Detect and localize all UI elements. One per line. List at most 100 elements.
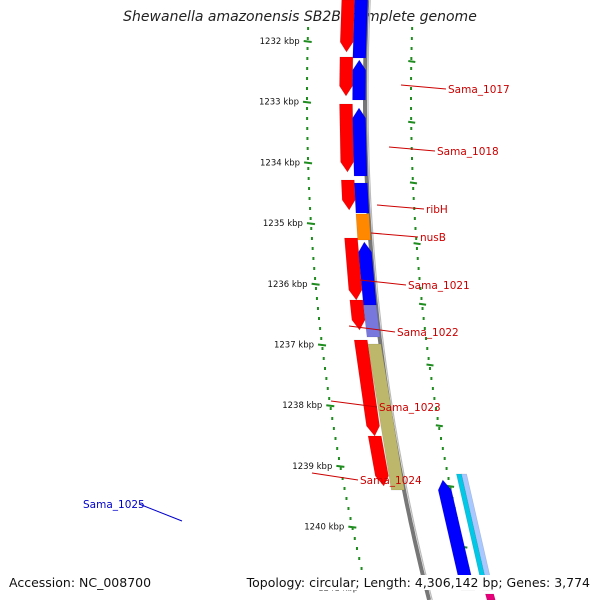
tick-dot — [306, 137, 309, 140]
gene-arrow — [355, 213, 372, 241]
tick-dot — [423, 327, 426, 330]
tick-dot — [332, 427, 335, 430]
leader-line — [370, 232, 419, 238]
tick-dot — [410, 107, 413, 110]
gene-arrow — [340, 179, 356, 211]
tick-dot — [316, 307, 319, 310]
tick-label: 1236 kbp — [268, 280, 308, 290]
tick-dot — [324, 367, 327, 370]
accession-label: Accession: NC_008700 — [7, 575, 154, 590]
gene-arrow — [367, 435, 389, 487]
tick-dot — [358, 557, 361, 560]
tick-dot — [349, 517, 352, 520]
major-tick — [408, 120, 416, 124]
tick-dot — [351, 527, 354, 530]
gene-label: Sama_1018 — [437, 146, 499, 158]
tick-dot — [417, 267, 420, 270]
tick-dot — [307, 27, 310, 30]
tick-dot — [440, 437, 443, 440]
tick-dot — [306, 87, 309, 90]
tick-dot — [307, 167, 310, 170]
tick-dot — [360, 567, 363, 570]
major-tick — [311, 282, 320, 286]
tick-dot — [441, 447, 444, 450]
tick-dot — [414, 227, 417, 230]
gene-label: Sama_1022 — [397, 327, 459, 339]
tick-dot — [341, 477, 344, 480]
gene-arrow — [352, 59, 367, 101]
gene-label: Sama_1017 — [448, 84, 510, 96]
gene-arrow — [461, 473, 494, 591]
tick-dot — [436, 417, 439, 420]
leader-line — [311, 472, 359, 481]
tick-dot — [415, 247, 418, 250]
tick-dot — [311, 247, 314, 250]
tick-dot — [433, 397, 436, 400]
tick-dot — [411, 157, 414, 160]
tick-dot — [411, 27, 414, 30]
tick-dot — [314, 277, 317, 280]
tick-dot — [353, 537, 356, 540]
tick-dot — [320, 337, 323, 340]
tick-dot — [337, 457, 340, 460]
tick-dot — [306, 127, 309, 130]
major-tick — [348, 525, 357, 529]
major-tick — [435, 424, 443, 428]
leader-line — [388, 146, 436, 152]
tick-dot — [306, 157, 309, 160]
tick-dot — [306, 37, 309, 40]
tick-dot — [347, 507, 350, 510]
tick-label: 1235 kbp — [263, 219, 303, 229]
gene-arrow — [354, 182, 370, 214]
gene-arrow — [352, 107, 368, 177]
gene-arrow — [344, 237, 363, 301]
tick-dot — [307, 177, 310, 180]
tick-dot — [306, 107, 309, 110]
gene-arrow — [363, 304, 381, 338]
tick-dot — [306, 117, 309, 120]
tick-dot — [308, 187, 311, 190]
tick-dot — [425, 337, 428, 340]
tick-dot — [449, 487, 452, 490]
tick-dot — [306, 77, 309, 80]
major-tick — [302, 100, 312, 104]
tick-dot — [410, 47, 413, 50]
tick-dot — [313, 267, 316, 270]
major-tick — [306, 222, 316, 226]
tick-dot — [306, 47, 309, 50]
tick-dot — [427, 357, 430, 360]
tick-dot — [416, 257, 419, 260]
leader-line — [330, 400, 378, 408]
leader-line — [348, 325, 396, 333]
tick-dot — [312, 257, 315, 260]
gene-labels: Sama_1017 Sama_1018 ribH nusB Sama_1021 Sama_… — [83, 84, 510, 522]
tick-dot — [445, 467, 448, 470]
gene-arrow — [485, 593, 496, 600]
tick-dot — [434, 407, 437, 410]
tick-dot — [355, 547, 358, 550]
tick-label: 1232 kbp — [260, 37, 300, 47]
tick-dot — [336, 447, 339, 450]
tick-dot — [443, 457, 446, 460]
tick-dot — [411, 177, 414, 180]
tick-dot — [306, 57, 309, 60]
gene-arrow — [352, 0, 369, 59]
tick-dot — [322, 357, 325, 360]
gene-label: Sama_1025 — [83, 499, 145, 511]
major-tick — [326, 404, 335, 408]
gene-arrow — [367, 343, 405, 491]
tick-dot — [308, 197, 311, 200]
major-tick — [446, 484, 455, 488]
tick-dot — [306, 67, 309, 70]
gene-arrow — [339, 56, 354, 97]
tick-dot — [326, 387, 329, 390]
gene-arrow — [339, 0, 356, 53]
leader-line — [138, 503, 183, 522]
tick-dot — [310, 237, 313, 240]
tick-dot — [345, 497, 348, 500]
tick-dot — [319, 327, 322, 330]
tick-dot — [413, 217, 416, 220]
tick-dot — [410, 87, 413, 90]
tick-dot — [309, 217, 312, 220]
